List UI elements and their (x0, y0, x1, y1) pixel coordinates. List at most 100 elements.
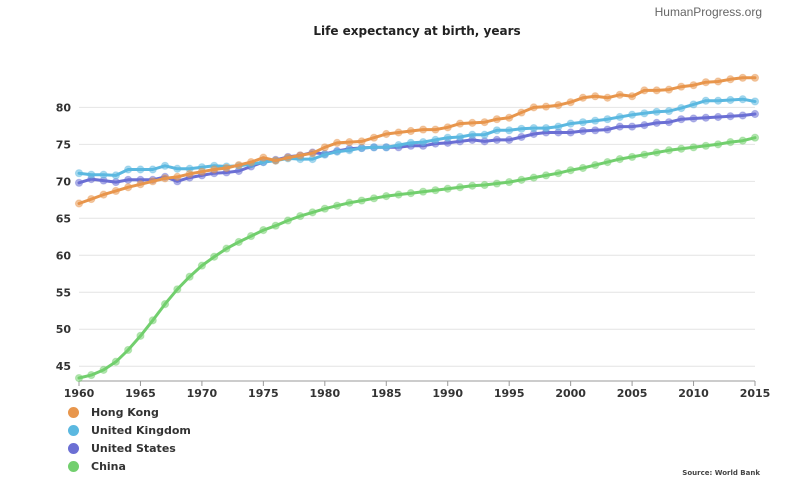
legend-swatch (68, 460, 79, 472)
y-tick-label: 80 (56, 101, 72, 114)
data-point (640, 150, 649, 159)
data-point (652, 107, 661, 116)
data-point (603, 157, 612, 167)
data-point (320, 143, 329, 152)
legend-item-united-kingdom[interactable]: United Kingdom (68, 421, 191, 439)
data-point (627, 122, 637, 131)
data-point (124, 345, 133, 355)
data-point (283, 216, 293, 225)
data-point (259, 226, 268, 235)
y-tick-label: 50 (56, 323, 72, 336)
x-tick-label: 2005 (617, 387, 648, 400)
data-point (627, 152, 637, 162)
y-tick-label: 60 (56, 249, 72, 262)
data-point (714, 96, 723, 105)
data-point (664, 106, 674, 116)
data-point (455, 119, 465, 128)
y-tick-label: 45 (56, 360, 71, 373)
data-point (591, 126, 600, 135)
data-point (492, 179, 501, 188)
legend-swatch (68, 424, 79, 436)
data-point (615, 155, 624, 164)
data-point (160, 161, 170, 170)
data-point (87, 194, 96, 204)
data-point (517, 175, 526, 184)
legend-label: United Kingdom (91, 423, 191, 437)
legend-item-united-states[interactable]: United States (68, 439, 191, 457)
data-point (443, 133, 452, 142)
data-point (480, 137, 489, 146)
data-point (357, 137, 366, 146)
data-point (640, 109, 649, 118)
data-point (714, 77, 723, 86)
data-point (431, 135, 440, 145)
data-point (234, 237, 243, 247)
data-point (677, 82, 686, 91)
data-point (689, 143, 698, 152)
data-point (345, 146, 354, 155)
data-point (369, 143, 379, 152)
data-point (750, 109, 760, 119)
data-point (443, 123, 452, 132)
data-point (443, 184, 452, 193)
data-point (677, 144, 686, 153)
data-point (541, 102, 551, 111)
data-point (271, 156, 280, 165)
chart-title: Life expectancy at birth, years (313, 24, 521, 38)
data-point (701, 96, 710, 105)
data-point (591, 160, 600, 170)
data-point (406, 126, 415, 136)
legend-item-china[interactable]: China (68, 457, 191, 475)
data-point (701, 113, 710, 122)
data-point (173, 172, 182, 181)
data-point (603, 93, 612, 102)
data-point (148, 165, 157, 174)
legend-swatch (68, 442, 79, 454)
data-point (74, 373, 84, 383)
data-point (419, 187, 428, 196)
x-tick-label: 1990 (432, 387, 463, 400)
data-point (406, 189, 415, 198)
data-point (271, 221, 280, 230)
x-tick-label: 1960 (64, 387, 95, 400)
data-point (738, 95, 747, 104)
data-point (259, 153, 268, 162)
x-tick-label: 2015 (740, 387, 771, 400)
data-point (517, 108, 526, 117)
legend-item-hong-kong[interactable]: Hong Kong (68, 403, 191, 421)
data-point (726, 95, 735, 105)
data-point (750, 133, 760, 142)
data-point (603, 115, 612, 124)
data-point (111, 186, 120, 196)
data-point (591, 92, 600, 101)
data-point (111, 171, 120, 180)
data-point (99, 365, 108, 375)
data-point (689, 114, 698, 123)
x-tick-label: 2010 (678, 387, 709, 400)
data-point (664, 146, 674, 155)
data-point (529, 103, 538, 112)
data-point (468, 181, 477, 190)
data-point (124, 175, 133, 184)
data-point (578, 126, 588, 136)
data-point (197, 261, 207, 270)
data-point (578, 118, 588, 127)
data-point (738, 111, 747, 120)
data-point (480, 118, 489, 127)
data-point (701, 78, 710, 87)
data-point (750, 97, 760, 106)
data-point (615, 112, 624, 122)
data-point (222, 163, 231, 173)
data-point (541, 123, 551, 133)
data-point (517, 132, 526, 142)
data-point (148, 177, 157, 186)
data-point (74, 169, 84, 178)
data-point (406, 138, 415, 147)
data-point (369, 194, 379, 203)
data-point (419, 138, 428, 147)
data-point (369, 133, 379, 142)
data-point (136, 165, 145, 174)
data-point (431, 125, 440, 134)
data-point (591, 116, 600, 125)
data-point (689, 81, 698, 90)
